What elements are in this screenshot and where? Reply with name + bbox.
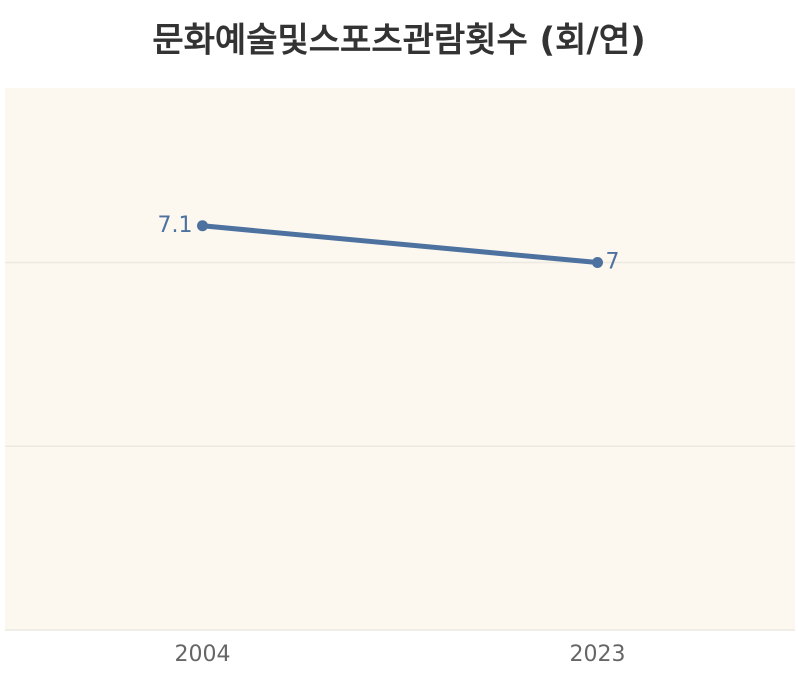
x-tick-label: 2004 xyxy=(175,642,231,667)
point xyxy=(592,257,603,269)
chart-title: 문화예술및스포츠관람횟수 (회/연) xyxy=(152,21,645,61)
plot-background xyxy=(5,88,795,630)
data-label: 7.1 xyxy=(158,213,193,238)
point xyxy=(197,220,208,232)
x-tick-label: 2023 xyxy=(570,642,626,667)
data-label: 7 xyxy=(606,250,620,275)
line xyxy=(200,223,600,266)
